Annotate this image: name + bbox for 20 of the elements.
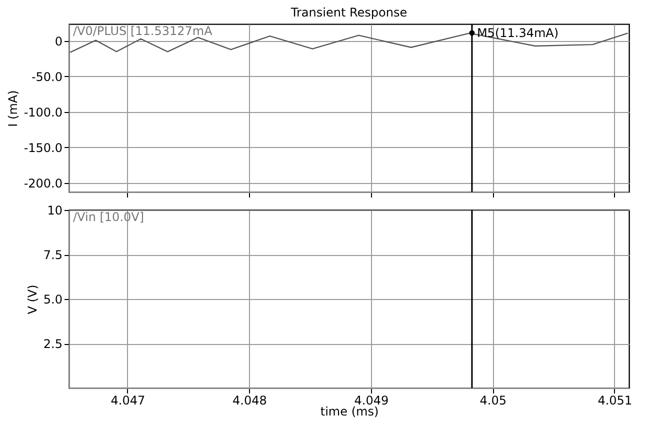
y-tick-label: 7.5 [43, 248, 62, 262]
annotation: M5(11.34mA) [476, 26, 559, 40]
y-axis-title: I (mA) [6, 90, 20, 127]
x-tick-label: 4.051 [598, 394, 632, 408]
y-tick-label: 10 [47, 204, 62, 218]
x-tick-label: 4.047 [110, 394, 146, 408]
y-axis-title: V (V) [25, 284, 40, 314]
x-tick-label: 4.049 [354, 394, 389, 408]
y-tick-label: -150.0 [24, 140, 62, 155]
chart-title: Transient Response [290, 5, 408, 20]
y-tick-label: -200.0 [24, 176, 62, 190]
y-tick-label: -100.0 [24, 105, 62, 120]
y-tick-label: -50.0 [31, 70, 62, 84]
y-tick-label: 2.5 [43, 337, 62, 351]
y-tick-label: 5.0 [43, 292, 62, 306]
y-tick-label: 0 [54, 34, 62, 49]
x-tick-label: 4.048 [232, 394, 267, 408]
x-tick-label: 4.05 [480, 394, 507, 408]
series-label: /V0/PLUS [11.53127mA [73, 24, 214, 38]
x-axis-title: time (ms) [320, 404, 379, 418]
